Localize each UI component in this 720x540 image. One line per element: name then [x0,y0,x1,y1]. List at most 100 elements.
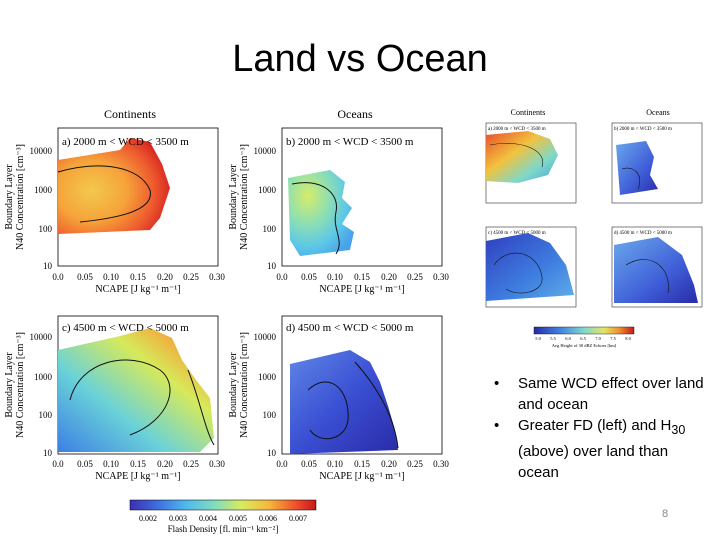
panel-d-field [290,350,398,454]
mini-panel-b-field [616,141,658,195]
y-ticks-panel-c: 10000 1000 100 10 [30,332,53,458]
left-figure: Continents Oceans a) 2000 m < WCD < 3500… [4,107,449,534]
x-tick: 0.25 [407,459,423,469]
ylabel-b-line1: Boundary Layer [228,164,239,230]
x-tick: 0.0 [276,272,288,282]
x-tick: 0.05 [301,272,317,282]
mini-panel-d-field [614,237,698,303]
left-col-title-oceans: Oceans [337,107,373,121]
right-figure: Continents Oceans a) 2000 m < WCD < 3500… [485,108,703,348]
right-colorbar-gradient [533,326,635,335]
ylabel-a-line1: Boundary Layer [4,164,15,230]
mini-panel-d-contour [625,259,669,294]
y-tick: 100 [39,224,53,234]
x-tick: 0.25 [183,459,199,469]
mini-panel-d: d) 4500 m < WCD < 5000 m [611,226,703,308]
mini-panel-b: b) 2000 m < WCD < 3500 m [611,122,703,204]
right-col-title-oceans: Oceans [646,108,670,117]
panel-d-contour-1 [307,381,349,440]
ylabel-b-line2: N40 Concentration [cm⁻³] [239,144,250,250]
right-colorbar-label: Avg Height of 30 dBZ Echoes [km] [552,343,617,348]
x-tick: 0.15 [354,459,370,469]
x-tick: 0.10 [103,459,119,469]
bullet-list: • Same WCD effect over land and ocean • … [486,373,711,483]
panel-a-field [58,138,170,234]
y-tick: 1000 [34,372,53,382]
mini-panel-c-label: c) 4500 m < WCD < 5000 m [488,231,546,236]
y-ticks-panel-d: 10000 1000 100 10 [254,332,277,458]
panel-a-label: a) 2000 m < WCD < 3500 m [62,136,189,148]
x-tick: 0.0 [52,272,64,282]
right-colorbar-tick: 5.5 [550,336,556,341]
panel-d: d) 4500 m < WCD < 5000 m [281,315,443,455]
x-tick: 0.25 [183,272,199,282]
x-tick: 0.30 [433,272,449,282]
y-tick: 1000 [258,372,277,382]
colorbar-tick: 0.005 [229,514,247,523]
colorbar-tick: 0.002 [139,514,157,523]
panel-b-label: b) 2000 m < WCD < 3500 m [286,136,414,148]
panel-a-contour [57,165,151,223]
bullet-dot: • [494,375,500,392]
colorbar-tick: 0.003 [169,514,187,523]
x-tick: 0.30 [209,459,225,469]
mini-panel-b-contour [621,167,641,190]
xlabel-b: NCAPE [J kg⁻¹ m⁻¹] [319,284,404,295]
y-tick: 100 [39,410,53,420]
x-tick: 0.30 [433,459,449,469]
panel-c-field [58,328,214,452]
mini-panel-a-field [486,131,558,183]
mini-panel-b-label: b) 2000 m < WCD < 3500 m [614,127,672,132]
x-tick: 0.30 [209,272,225,282]
mini-panel-a-label: a) 2000 m < WCD < 3500 m [488,127,546,132]
x-tick: 0.20 [157,272,173,282]
right-colorbar-tick: 7.0 [595,336,601,341]
x-tick: 0.10 [327,272,343,282]
ylabel-d-line1: Boundary Layer [228,352,239,418]
bullet-text: Same WCD effect over land and ocean [518,375,704,413]
panel-c-label: c) 4500 m < WCD < 5000 m [62,322,189,334]
x-tick: 0.0 [52,459,64,469]
panel-d-label: d) 4500 m < WCD < 5000 m [286,322,414,334]
right-colorbar-tick: 8.0 [625,336,631,341]
mini-panel-a: a) 2000 m < WCD < 3500 m [485,122,577,204]
colorbar-tick: 0.007 [289,514,307,523]
y-tick: 1000 [34,185,53,195]
page-number: 8 [662,508,669,520]
x-tick: 0.20 [381,459,397,469]
right-col-title-continents: Continents [511,108,546,117]
x-tick: 0.20 [157,459,173,469]
x-ticks-panel-d: 0.0 0.05 0.10 0.15 0.20 0.25 0.30 [276,459,449,469]
bullet-text-post: (above) over land than ocean [518,443,669,481]
y-ticks-panel-a: 10000 1000 100 10 [30,146,53,271]
mini-panel-c: c) 4500 m < WCD < 5000 m [485,226,577,308]
y-tick: 10000 [254,332,277,342]
panel-c-contour-1 [69,359,171,436]
panel-b-contour [291,182,340,255]
x-tick: 0.15 [354,272,370,282]
xlabel-d: NCAPE [J kg⁻¹ m⁻¹] [319,471,404,482]
x-ticks-panel-c: 0.0 0.05 0.10 0.15 0.20 0.25 0.30 [52,459,225,469]
mini-panel-d-label: d) 4500 m < WCD < 5000 m [614,231,672,236]
x-tick: 0.05 [301,459,317,469]
bullet-dot: • [494,417,500,434]
y-tick: 100 [263,224,277,234]
mini-panel-c-contour [493,252,543,294]
x-ticks-panel-a: 0.0 0.05 0.10 0.15 0.20 0.25 0.30 [52,272,225,282]
right-colorbar: 5.0 5.5 6.0 6.5 7.0 7.5 8.0 Avg Height o… [533,326,635,348]
x-tick: 0.05 [77,272,93,282]
x-tick: 0.10 [327,459,343,469]
ylabel-c-line2: N40 Concentration [cm⁻³] [15,332,26,438]
panel-d-contour-2 [354,361,399,449]
y-ticks-panel-b: 10000 1000 100 10 [254,146,277,271]
colorbar-tick: 0.004 [199,514,217,523]
right-colorbar-tick: 5.0 [535,336,541,341]
right-colorbar-tick: 6.0 [565,336,571,341]
ylabel-a-line2: N40 Concentration [cm⁻³] [15,144,26,250]
x-tick: 0.05 [77,459,93,469]
right-colorbar-tick: 7.5 [610,336,616,341]
x-tick: 0.10 [103,272,119,282]
panel-b: b) 2000 m < WCD < 3500 m [281,127,443,267]
panel-c: c) 4500 m < WCD < 5000 m [57,315,219,455]
y-tick: 10000 [30,146,53,156]
